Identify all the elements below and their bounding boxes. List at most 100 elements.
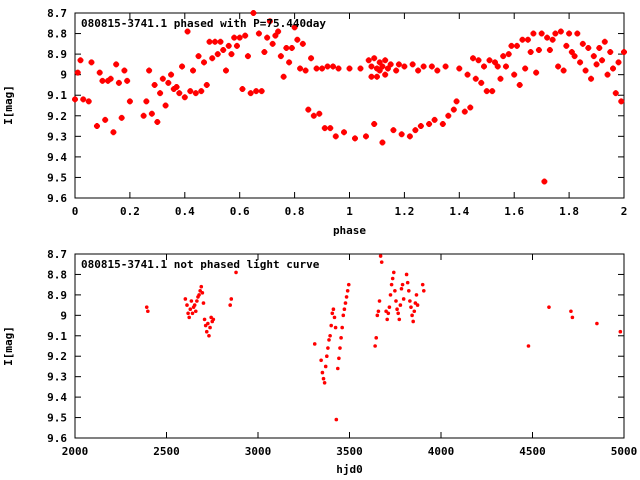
data-point	[154, 118, 161, 125]
data-point	[253, 88, 260, 95]
data-point	[332, 315, 337, 320]
data-point	[399, 286, 404, 291]
data-point	[104, 77, 111, 84]
data-point	[110, 129, 117, 136]
data-point	[187, 315, 191, 320]
data-point	[343, 301, 348, 305]
data-point	[434, 67, 441, 74]
data-point	[203, 81, 210, 88]
data-point	[415, 67, 422, 74]
data-point	[146, 67, 153, 74]
data-point	[467, 104, 474, 111]
data-point	[557, 28, 564, 35]
x-tick-label: 0.6	[230, 205, 250, 218]
unphased-light-curve-panel: 2000 2500 3000 3500 4000 4500 5000 8.7 8.8 8.9 9 9.…	[2, 248, 637, 476]
data-point	[207, 333, 211, 338]
data-point	[500, 53, 507, 60]
x-tick-label: 4500	[519, 445, 546, 458]
data-point	[478, 79, 485, 86]
data-point	[214, 51, 221, 58]
data-point	[497, 75, 504, 82]
data-point	[195, 299, 199, 303]
data-point	[388, 293, 393, 297]
y-tick-label: 9.3	[47, 371, 67, 384]
data-point	[302, 67, 309, 74]
data-point	[299, 40, 306, 47]
data-point	[308, 55, 315, 62]
data-point	[200, 291, 205, 295]
data-point	[398, 303, 403, 307]
data-point	[335, 65, 342, 72]
data-point	[181, 94, 188, 101]
data-point	[384, 65, 391, 72]
x-tick-label: 2	[621, 205, 628, 218]
data-point	[325, 354, 329, 359]
data-point	[143, 98, 150, 105]
data-point	[439, 121, 446, 127]
data-point	[596, 44, 603, 51]
data-point	[124, 77, 131, 84]
x-tick-label: 0	[72, 205, 79, 218]
x-tick-label: 1	[346, 205, 353, 218]
data-point	[320, 370, 325, 375]
data-point	[376, 59, 383, 66]
data-point	[206, 38, 213, 45]
x-tick-label: 1.2	[394, 205, 414, 218]
data-point	[445, 112, 452, 119]
x-tick-label: 4000	[428, 445, 455, 458]
data-point	[319, 358, 323, 363]
y-tick-label: 9.1	[47, 330, 67, 343]
data-point	[516, 81, 523, 88]
data-point	[327, 125, 334, 132]
data-point	[544, 34, 551, 41]
data-point	[393, 67, 400, 74]
data-point	[513, 42, 520, 49]
x-tick-label: 3500	[336, 445, 363, 458]
data-point	[333, 325, 338, 330]
data-point	[410, 313, 414, 318]
data-point	[258, 88, 265, 95]
data-point	[201, 59, 208, 66]
data-point	[612, 90, 619, 97]
x-tick-label: 5000	[611, 445, 638, 458]
y-tick-label: 9	[60, 309, 67, 322]
data-point	[99, 77, 106, 84]
x-tick-label: 1.4	[449, 205, 469, 218]
x-tick-label: 0.4	[175, 205, 195, 218]
data-point	[173, 84, 180, 90]
data-point	[387, 61, 394, 68]
data-point	[394, 299, 398, 303]
data-point	[570, 315, 575, 320]
data-point	[211, 317, 216, 322]
data-point	[483, 88, 490, 95]
data-point	[107, 75, 114, 82]
data-point	[442, 63, 449, 70]
data-point	[185, 303, 189, 307]
data-point	[294, 36, 301, 43]
data-point	[398, 131, 405, 138]
x-tick-label: 0.2	[120, 205, 140, 218]
data-point	[217, 38, 224, 45]
data-point	[330, 63, 337, 70]
plot-frame	[74, 253, 625, 439]
data-point	[341, 129, 348, 136]
data-point	[340, 325, 344, 330]
data-point	[269, 40, 276, 47]
data-point	[530, 30, 537, 37]
data-point	[339, 336, 343, 340]
data-point	[618, 98, 625, 105]
data-point	[288, 44, 295, 51]
data-point	[275, 28, 282, 35]
data-point	[220, 47, 227, 53]
y-tick-label: 9.2	[47, 350, 67, 363]
data-point	[144, 305, 149, 309]
plot-title: 080815-3741.1 phased with P=75.440day	[81, 17, 326, 30]
data-point	[344, 295, 349, 299]
data-point	[151, 81, 158, 88]
data-point	[406, 133, 413, 140]
data-point	[595, 321, 599, 326]
data-point	[236, 34, 243, 41]
data-point	[198, 88, 205, 95]
data-point	[338, 346, 342, 350]
